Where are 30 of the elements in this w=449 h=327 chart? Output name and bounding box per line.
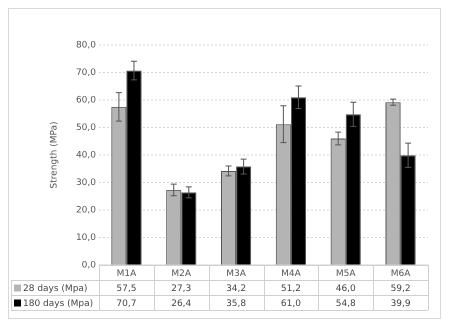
y-tick-label: 40,0 [76,150,96,160]
data-label: 57,5 [116,284,136,294]
x-tick-label: M5A [336,268,356,279]
data-label: 39,9 [390,298,411,309]
data-label: 61,0 [280,298,302,309]
x-tick-label: M3A [226,268,247,279]
y-axis-title: Strength (MPa) [50,121,60,189]
x-tick-label: M2A [171,268,192,279]
y-tick-label: 50,0 [76,122,96,133]
data-label: 27,3 [171,284,192,294]
legend-label: 28 days (Mpa) [23,284,88,294]
data-label: 51,2 [280,284,301,294]
y-tick-label: 20,0 [76,205,96,216]
data-label: 59,2 [390,284,411,294]
x-tick-label: M1A [116,268,138,279]
y-tick-label: 0,0 [82,260,96,270]
x-tick-label: M6A [390,268,412,279]
y-tick-label: 10,0 [76,232,96,243]
y-tick-label: 80,0 [76,40,96,50]
data-label: 46,0 [336,284,356,294]
data-label: 35,8 [226,298,246,309]
data-label: 34,2 [226,284,246,294]
y-tick-label: 70,0 [76,68,96,78]
data-label: 26,4 [171,298,192,309]
y-tick-label: 60,0 [76,95,96,106]
x-tick-label: M4A [281,268,302,279]
data-label: 70,7 [116,298,136,309]
y-tick-label: 30,0 [76,178,96,188]
legend-label: 180 days (Mpa) [23,298,94,309]
data-label: 54,8 [336,298,356,309]
